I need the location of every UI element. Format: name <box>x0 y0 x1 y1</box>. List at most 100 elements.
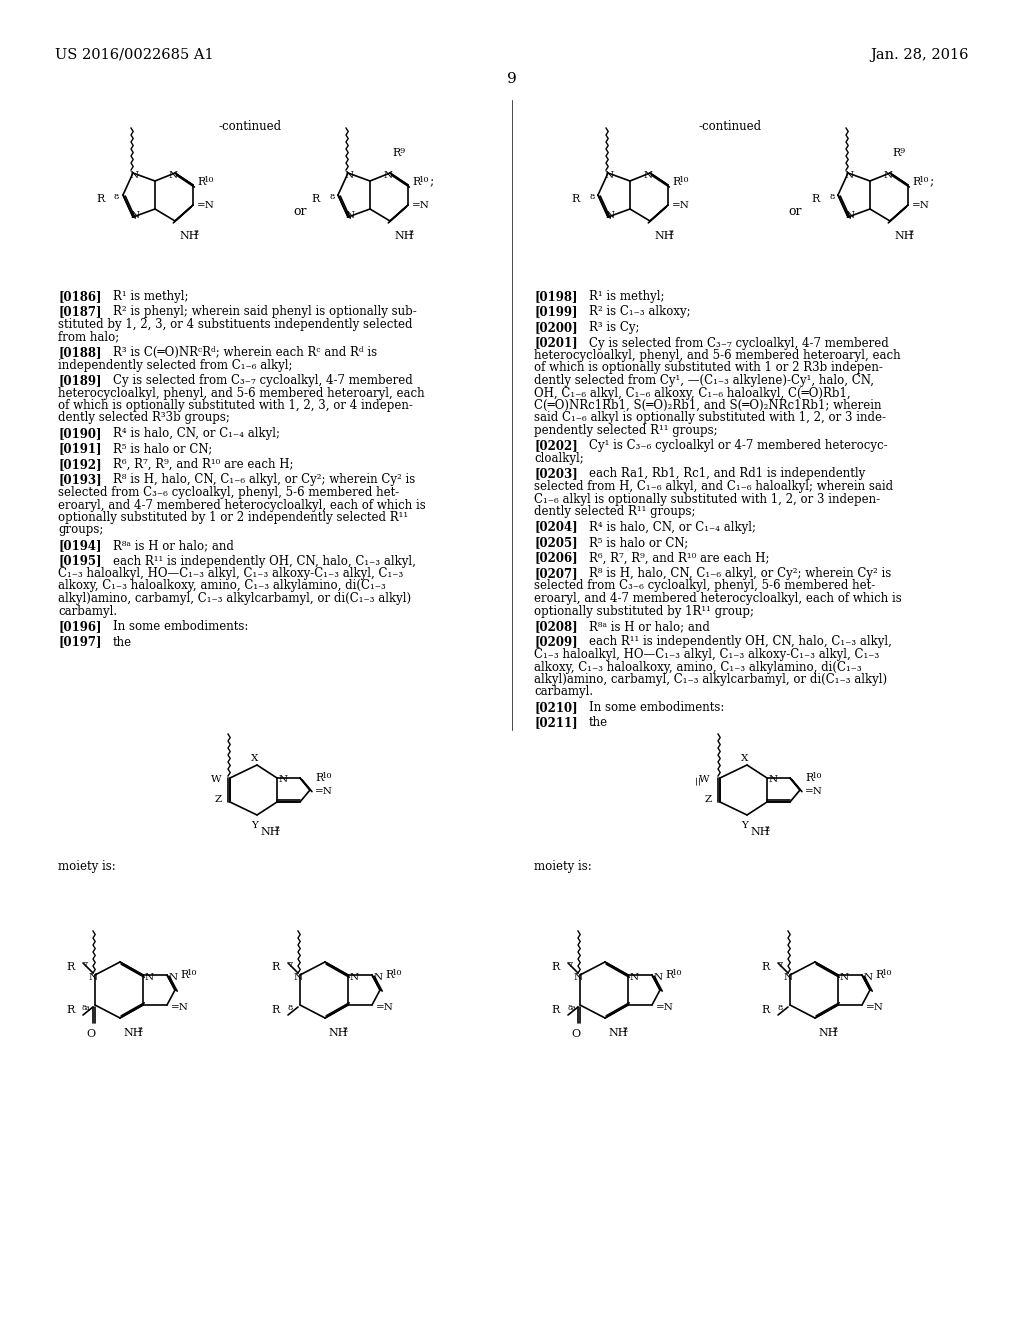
Text: N: N <box>345 211 354 220</box>
Text: moiety is:: moiety is: <box>58 861 116 873</box>
Text: each R¹¹ is independently OH, CN, halo, C₁₋₃ alkyl,: each R¹¹ is independently OH, CN, halo, … <box>589 635 892 648</box>
Text: alkoxy, C₁₋₃ haloalkoxy, amino, C₁₋₃ alkylamino, di(C₁₋₃: alkoxy, C₁₋₃ haloalkoxy, amino, C₁₋₃ alk… <box>58 579 386 593</box>
Text: N: N <box>605 211 614 220</box>
Text: 8: 8 <box>829 193 835 201</box>
Text: Y: Y <box>741 821 749 830</box>
Text: the: the <box>589 717 608 730</box>
Text: [0197]: [0197] <box>58 635 101 648</box>
Text: 10: 10 <box>392 969 402 977</box>
Text: N: N <box>130 211 139 220</box>
Text: 2: 2 <box>274 825 280 833</box>
Text: of which is optionally substituted with 1, 2, 3, or 4 indepen-: of which is optionally substituted with … <box>58 399 413 412</box>
Text: R: R <box>315 774 324 783</box>
Text: N: N <box>654 973 664 982</box>
Text: N: N <box>294 973 302 982</box>
Text: R: R <box>874 970 884 979</box>
Text: [0192]: [0192] <box>58 458 101 471</box>
Text: R: R <box>412 177 420 187</box>
Text: alkyl)amino, carbamyl, C₁₋₃ alkylcarbamyl, or di(C₁₋₃ alkyl): alkyl)amino, carbamyl, C₁₋₃ alkylcarbamy… <box>58 591 411 605</box>
Text: Cy is selected from C₃₋₇ cycloalkyl, 4-7 membered: Cy is selected from C₃₋₇ cycloalkyl, 4-7… <box>113 374 413 387</box>
Text: alkyl)amino, carbamyl, C₁₋₃ alkylcarbamyl, or di(C₁₋₃ alkyl): alkyl)amino, carbamyl, C₁₋₃ alkylcarbamy… <box>534 673 887 686</box>
Text: -continued: -continued <box>218 120 282 133</box>
Text: R: R <box>762 1005 770 1015</box>
Text: 2: 2 <box>622 1026 628 1034</box>
Text: N: N <box>168 170 177 180</box>
Text: [0187]: [0187] <box>58 305 101 318</box>
Text: N: N <box>840 973 849 982</box>
Text: R: R <box>552 962 560 972</box>
Text: [0189]: [0189] <box>58 374 101 387</box>
Text: [0209]: [0209] <box>534 635 578 648</box>
Text: [0190]: [0190] <box>58 426 101 440</box>
Text: heterocycloalkyl, phenyl, and 5-6 membered heteroaryl, each: heterocycloalkyl, phenyl, and 5-6 member… <box>534 348 901 362</box>
Text: eroaryl, and 4-7 membered heterocycloalkyl, each of which is: eroaryl, and 4-7 membered heterocycloalk… <box>534 591 902 605</box>
Text: =N: =N <box>672 202 690 210</box>
Text: Jan. 28, 2016: Jan. 28, 2016 <box>870 48 969 62</box>
Text: 8a: 8a <box>567 1005 575 1012</box>
Text: R: R <box>67 1005 75 1015</box>
Text: stituted by 1, 2, 3, or 4 substituents independently selected: stituted by 1, 2, 3, or 4 substituents i… <box>58 318 413 331</box>
Text: N: N <box>350 973 359 982</box>
Text: =N: =N <box>912 202 930 210</box>
Text: [0194]: [0194] <box>58 539 101 552</box>
Text: N: N <box>88 973 97 982</box>
Text: independently selected from C₁₋₆ alkyl;: independently selected from C₁₋₆ alkyl; <box>58 359 293 371</box>
Text: [0186]: [0186] <box>58 290 101 304</box>
Text: O: O <box>571 1030 581 1039</box>
Text: N: N <box>129 170 138 180</box>
Text: [0188]: [0188] <box>58 346 101 359</box>
Text: W: W <box>699 776 710 784</box>
Text: =N: =N <box>197 202 215 210</box>
Text: R: R <box>67 962 75 972</box>
Text: =N: =N <box>805 787 823 796</box>
Text: N: N <box>145 973 155 982</box>
Text: R: R <box>552 1005 560 1015</box>
Text: or: or <box>788 205 802 218</box>
Text: R: R <box>805 774 813 783</box>
Text: R: R <box>197 177 205 187</box>
Text: =N: =N <box>376 1002 394 1011</box>
Text: R: R <box>96 194 105 205</box>
Text: 7: 7 <box>82 961 87 969</box>
Text: N: N <box>884 170 893 180</box>
Text: R: R <box>762 962 770 972</box>
Text: NH: NH <box>818 1028 838 1038</box>
Text: N: N <box>783 973 793 982</box>
Text: N: N <box>374 973 383 982</box>
Text: 2: 2 <box>137 1026 142 1034</box>
Text: N: N <box>845 170 854 180</box>
Text: or: or <box>293 205 307 218</box>
Text: 7: 7 <box>777 961 782 969</box>
Text: NH: NH <box>328 1028 347 1038</box>
Text: selected from C₃₋₆ cycloalkyl, phenyl, 5-6 membered het-: selected from C₃₋₆ cycloalkyl, phenyl, 5… <box>58 486 399 499</box>
Text: NH: NH <box>260 828 280 837</box>
Text: from halo;: from halo; <box>58 330 119 343</box>
Text: [0211]: [0211] <box>534 717 578 730</box>
Text: =N: =N <box>656 1002 674 1011</box>
Text: C(═O)NRc1Rb1, S(═O)₂Rb1, and S(═O)₂NRc1Rb1; wherein: C(═O)NRc1Rb1, S(═O)₂Rb1, and S(═O)₂NRc1R… <box>534 399 882 412</box>
Text: 9: 9 <box>399 147 404 154</box>
Text: R: R <box>385 970 393 979</box>
Text: R³ is C(═O)NRᶜRᵈ; wherein each Rᶜ and Rᵈ is: R³ is C(═O)NRᶜRᵈ; wherein each Rᶜ and Rᵈ… <box>113 346 377 359</box>
Text: R: R <box>271 962 280 972</box>
Text: 2: 2 <box>342 1026 347 1034</box>
Text: =N: =N <box>315 787 333 796</box>
Text: 10: 10 <box>419 176 430 183</box>
Text: R⁸ᵃ is H or halo; and: R⁸ᵃ is H or halo; and <box>589 620 710 634</box>
Text: N: N <box>169 973 178 982</box>
Text: N: N <box>344 170 353 180</box>
Text: of which is optionally substituted with 1 or 2 R3b indepen-: of which is optionally substituted with … <box>534 362 883 375</box>
Text: ;: ; <box>430 176 434 189</box>
Text: N: N <box>769 776 778 784</box>
Text: carbamyl.: carbamyl. <box>58 605 117 618</box>
Text: NH: NH <box>608 1028 628 1038</box>
Text: [0205]: [0205] <box>534 536 578 549</box>
Text: selected from H, C₁₋₆ alkyl, and C₁₋₆ haloalkyl; wherein said: selected from H, C₁₋₆ alkyl, and C₁₋₆ ha… <box>534 480 893 492</box>
Text: R⁵ is halo or CN;: R⁵ is halo or CN; <box>113 442 212 455</box>
Text: ;: ; <box>930 176 934 189</box>
Text: NH: NH <box>750 828 769 837</box>
Text: NH: NH <box>394 231 414 242</box>
Text: [0198]: [0198] <box>534 290 578 304</box>
Text: the: the <box>113 635 132 648</box>
Text: R: R <box>392 148 400 158</box>
